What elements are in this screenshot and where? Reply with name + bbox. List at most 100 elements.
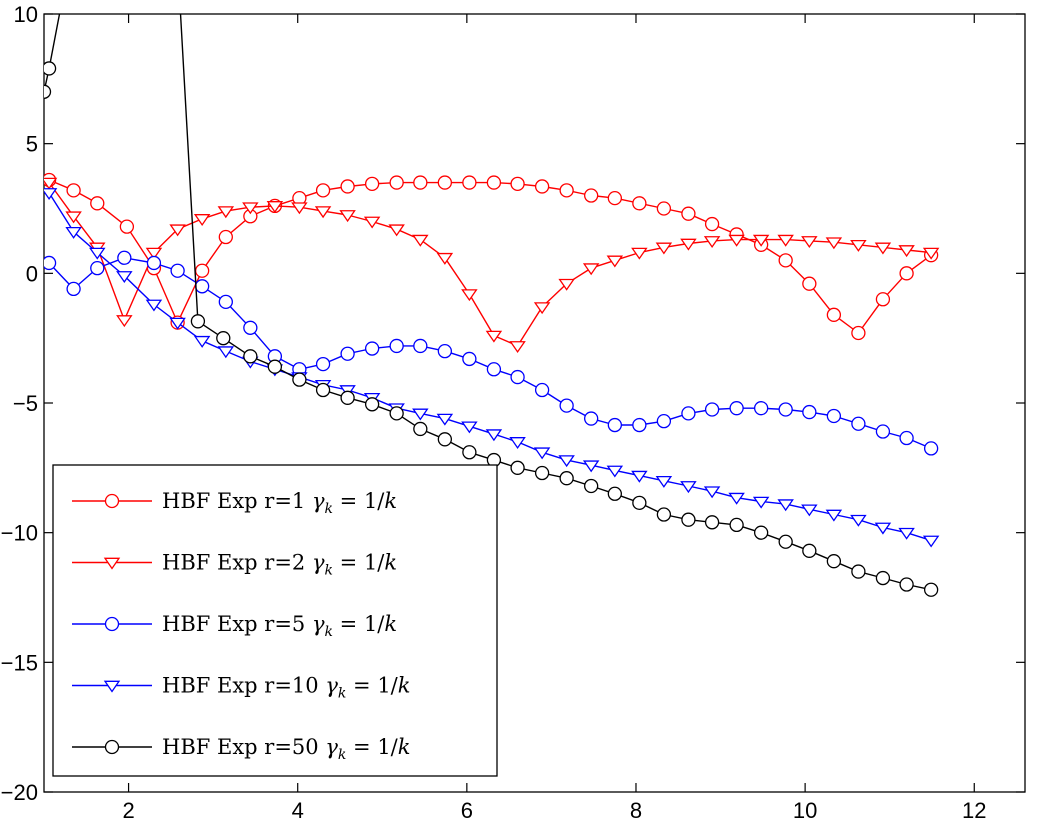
x-tick-label: 6 — [461, 798, 473, 821]
legend-entry: HBF Exp r=1 γk = 1/k — [72, 489, 397, 517]
data-point — [116, 271, 133, 284]
data-point — [146, 255, 162, 271]
legend-label: HBF Exp r=2 γk = 1/k — [162, 551, 397, 579]
legend-marker — [103, 680, 121, 693]
data-point — [631, 470, 648, 483]
data-point — [681, 406, 696, 421]
x-tick-label: 8 — [630, 798, 642, 821]
data-point — [413, 338, 428, 354]
data-point — [194, 263, 210, 278]
legend-label-prefix: HBF Exp r=2 — [162, 551, 312, 575]
data-point — [851, 325, 866, 341]
data-point — [510, 460, 525, 475]
legend-entry: HBF Exp r=5 γk = 1/k — [72, 612, 397, 640]
data-point — [437, 343, 453, 359]
data-point — [534, 179, 550, 194]
data-point — [169, 224, 186, 237]
data-point — [923, 582, 939, 597]
data-point — [340, 179, 355, 194]
data-point — [607, 486, 622, 501]
y-tick-label: −10 — [1, 521, 38, 546]
data-point — [875, 292, 891, 307]
data-point — [194, 279, 210, 294]
data-point — [801, 236, 818, 249]
data-point — [778, 402, 793, 417]
data-point — [44, 84, 52, 99]
data-point — [729, 401, 744, 416]
legend-k: k — [384, 489, 397, 513]
data-point — [632, 196, 647, 211]
data-point — [534, 382, 550, 398]
data-point — [875, 570, 891, 586]
data-point — [656, 414, 672, 429]
legend-label: HBF Exp r=10 γk = 1/k — [162, 674, 411, 702]
legend-marker — [103, 557, 121, 570]
legend-label-prefix: HBF Exp r=1 — [162, 489, 312, 513]
data-point — [922, 247, 940, 260]
data-point — [292, 372, 307, 387]
data-point — [558, 455, 575, 468]
data-point — [875, 424, 891, 439]
data-point — [389, 175, 404, 190]
x-tick-label: 2 — [122, 798, 134, 821]
data-point — [777, 499, 794, 512]
legend-label: HBF Exp r=50 γk = 1/k — [162, 735, 411, 763]
data-point — [389, 338, 404, 354]
data-point — [388, 224, 405, 237]
data-point — [462, 175, 477, 190]
data-point — [559, 183, 574, 198]
data-point — [218, 294, 233, 310]
data-point — [485, 330, 503, 343]
data-point — [704, 515, 720, 530]
data-point — [363, 216, 381, 229]
data-point — [267, 359, 283, 374]
data-point — [753, 401, 769, 416]
legend-gamma-subscript: k — [338, 747, 346, 763]
data-point — [242, 202, 259, 215]
data-point — [145, 299, 163, 312]
legend-gamma: γ — [325, 674, 338, 698]
y-tick-label: −15 — [1, 650, 38, 675]
data-point — [510, 369, 525, 385]
data-point — [874, 242, 892, 255]
data-point — [606, 255, 624, 268]
data-point — [66, 183, 81, 198]
data-point — [851, 416, 866, 431]
legend-equals: = 1/ — [333, 551, 385, 575]
data-point — [461, 421, 478, 434]
data-point — [461, 289, 478, 302]
data-point — [584, 411, 599, 426]
data-point — [291, 202, 308, 215]
legend-label-prefix: HBF Exp r=50 — [162, 735, 325, 759]
data-point — [116, 315, 133, 328]
data-point — [728, 492, 745, 505]
data-point — [315, 183, 331, 198]
data-point — [437, 175, 453, 190]
data-point — [729, 517, 744, 533]
data-point — [193, 335, 211, 348]
data-point — [752, 234, 770, 247]
data-point — [90, 196, 105, 211]
y-tick-label: 0 — [26, 261, 38, 286]
data-point — [898, 527, 915, 540]
data-point — [632, 417, 647, 433]
series-2 — [44, 177, 940, 354]
data-point — [778, 534, 793, 549]
data-point — [922, 535, 940, 548]
data-point — [826, 307, 842, 322]
data-point — [534, 465, 550, 481]
series-layer — [44, 14, 940, 597]
data-point — [899, 577, 914, 592]
data-point — [753, 525, 769, 540]
data-point — [145, 247, 163, 260]
legend-gamma-subscript: k — [338, 686, 346, 702]
x-tick-label: 4 — [292, 798, 304, 821]
data-point — [315, 382, 331, 398]
axis-ticks — [44, 13, 1025, 793]
x-tick-label: 10 — [793, 798, 817, 821]
data-point — [801, 504, 818, 517]
data-point — [874, 522, 892, 535]
data-point — [533, 302, 551, 315]
data-point — [486, 175, 502, 190]
